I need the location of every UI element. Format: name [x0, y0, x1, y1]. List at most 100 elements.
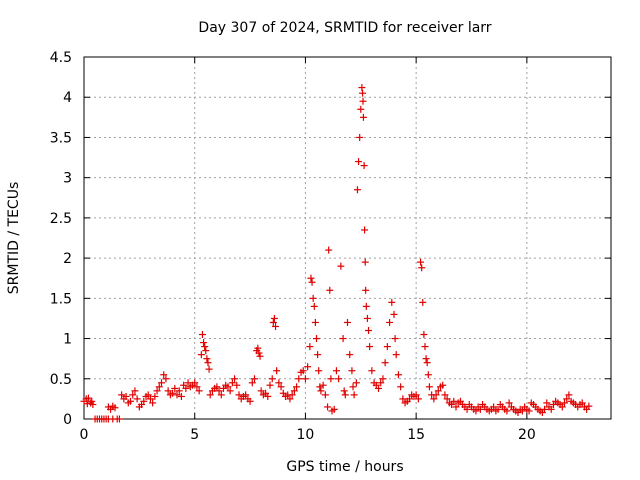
data-point [394, 371, 402, 379]
data-point [391, 335, 399, 343]
data-point [171, 384, 179, 392]
data-point [558, 403, 566, 411]
data-point [547, 405, 555, 413]
data-point [349, 383, 357, 391]
data-point [494, 405, 502, 413]
data-point [386, 318, 394, 326]
data-point [118, 391, 126, 399]
data-point [377, 379, 385, 387]
y-axis-label: SRMTID / TECUs [6, 182, 22, 295]
data-point [578, 399, 586, 407]
data-point [193, 383, 201, 391]
grid-layer [83, 56, 611, 420]
data-point [309, 294, 317, 302]
data-point [217, 391, 225, 399]
data-point [272, 322, 280, 330]
data-point [248, 379, 256, 387]
data-point [359, 97, 367, 105]
data-point [463, 405, 471, 413]
data-point [273, 367, 281, 375]
data-point [383, 343, 391, 351]
data-point [525, 407, 533, 415]
data-point [122, 392, 130, 400]
data-point [565, 391, 573, 399]
data-point [358, 84, 366, 92]
data-point [420, 331, 428, 339]
data-point [133, 395, 141, 403]
data-point [184, 379, 192, 387]
data-point [269, 318, 277, 326]
data-point [88, 397, 96, 405]
data-point [204, 359, 212, 367]
data-point [357, 105, 365, 113]
data-point [388, 298, 396, 306]
data-point [412, 391, 420, 399]
data-point [360, 162, 368, 170]
data-point [206, 391, 214, 399]
data-point [425, 383, 433, 391]
data-point [299, 367, 307, 375]
data-point [235, 391, 243, 399]
x-tick-label: 5 [190, 427, 199, 443]
x-tick-label: 10 [297, 427, 315, 443]
data-point [177, 392, 185, 400]
data-point [472, 407, 480, 415]
tick-layer [83, 56, 611, 420]
data-point [518, 407, 526, 415]
data-point [89, 401, 97, 409]
data-point [233, 381, 241, 389]
data-point [585, 402, 593, 410]
data-point [450, 397, 458, 405]
data-point [352, 379, 360, 387]
data-point [335, 375, 343, 383]
data-point [308, 278, 316, 286]
data-point [443, 395, 451, 403]
data-point [295, 375, 303, 383]
data-point [406, 395, 413, 403]
data-point [307, 274, 315, 282]
data-point [197, 351, 205, 359]
data-point [359, 113, 367, 121]
data-point [317, 387, 325, 395]
data-point [417, 258, 425, 266]
data-point [339, 335, 347, 343]
data-point [344, 318, 351, 326]
data-point [275, 379, 283, 387]
data-point [421, 343, 429, 351]
y-tick-labels: 0 0.5 1 1.5 2 2.5 3 3.5 4 4.5 [50, 50, 72, 428]
data-point [290, 387, 298, 395]
data-point [476, 405, 484, 413]
y-tick-label: 0.5 [50, 372, 72, 388]
x-tick-label: 15 [407, 427, 425, 443]
y-tick-label: 4 [63, 90, 72, 106]
data-point [215, 387, 223, 395]
data-point [111, 404, 119, 412]
data-point [363, 314, 371, 322]
data-point [348, 367, 356, 375]
data-point [257, 387, 265, 395]
data-point [362, 286, 370, 294]
data-point [151, 392, 159, 400]
data-point [366, 343, 374, 351]
data-point [356, 133, 364, 141]
data-point [155, 383, 163, 391]
data-point [115, 415, 123, 423]
data-point [256, 352, 264, 360]
data-point [246, 397, 254, 405]
data-point [277, 383, 285, 391]
data-point [319, 381, 327, 389]
data-point [224, 383, 232, 391]
data-point [563, 395, 571, 403]
data-point [293, 383, 301, 391]
data-point [231, 375, 239, 383]
data-point [362, 302, 370, 310]
data-point [346, 351, 354, 359]
data-point [205, 365, 213, 373]
y-tick-label: 4.5 [50, 50, 72, 66]
data-point [129, 391, 137, 399]
data-point [430, 395, 438, 403]
data-point [314, 351, 322, 359]
data-point [286, 395, 294, 403]
y-tick-label: 2.5 [50, 211, 72, 227]
data-point [164, 387, 172, 395]
